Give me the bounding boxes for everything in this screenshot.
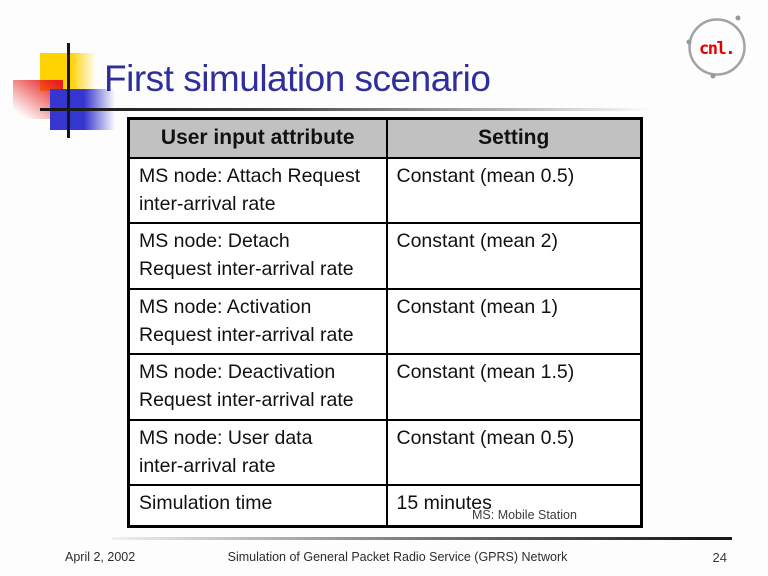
simulation-settings-table: User input attribute Setting MS node: At… bbox=[127, 117, 643, 528]
footer-presentation-title: Simulation of General Packet Radio Servi… bbox=[227, 550, 568, 564]
footer-divider bbox=[112, 537, 732, 540]
cnl-logo-icon: cnl. bbox=[686, 15, 746, 79]
attribute-cell: MS node: Deactivation Request inter-arri… bbox=[127, 353, 388, 421]
attribute-cell: MS node: Attach Request inter-arrival ra… bbox=[127, 156, 388, 225]
title-underline bbox=[40, 108, 665, 111]
attribute-cell: Simulation time bbox=[127, 484, 388, 528]
setting-cell: Constant (mean 0.5) bbox=[385, 418, 643, 487]
table-header-row: User input attribute Setting bbox=[127, 117, 643, 159]
setting-cell: Constant (mean 0.5) bbox=[385, 156, 643, 225]
header-user-input-attribute: User input attribute bbox=[127, 117, 388, 159]
table-footnote: MS: Mobile Station bbox=[472, 508, 577, 522]
header-setting: Setting bbox=[385, 117, 643, 159]
table-row: MS node: Deactivation Request inter-arri… bbox=[127, 353, 643, 421]
attribute-cell: MS node: Detach Request inter-arrival ra… bbox=[127, 222, 388, 290]
attribute-cell: MS node: Activation Request inter-arriva… bbox=[127, 287, 388, 356]
table-row: MS node: Activation Request inter-arriva… bbox=[127, 287, 643, 356]
table-row: MS node: Attach Request inter-arrival ra… bbox=[127, 156, 643, 225]
setting-cell: 15 minutes bbox=[385, 484, 643, 528]
cnl-logo-text: cnl. bbox=[699, 39, 734, 59]
decoration-vertical-line bbox=[67, 43, 70, 138]
table-row: MS node: Detach Request inter-arrival ra… bbox=[127, 222, 643, 290]
table-row: MS node: User data inter-arrival rate Co… bbox=[127, 418, 643, 487]
footer-date: April 2, 2002 bbox=[65, 550, 136, 564]
setting-cell: Constant (mean 1.5) bbox=[385, 353, 643, 421]
table-row: Simulation time 15 minutes bbox=[127, 484, 643, 528]
setting-cell: Constant (mean 1) bbox=[385, 287, 643, 356]
setting-cell: Constant (mean 2) bbox=[385, 222, 643, 290]
slide-title: First simulation scenario bbox=[104, 58, 491, 99]
footer-page-number: 24 bbox=[712, 550, 727, 565]
attribute-cell: MS node: User data inter-arrival rate bbox=[127, 418, 388, 487]
